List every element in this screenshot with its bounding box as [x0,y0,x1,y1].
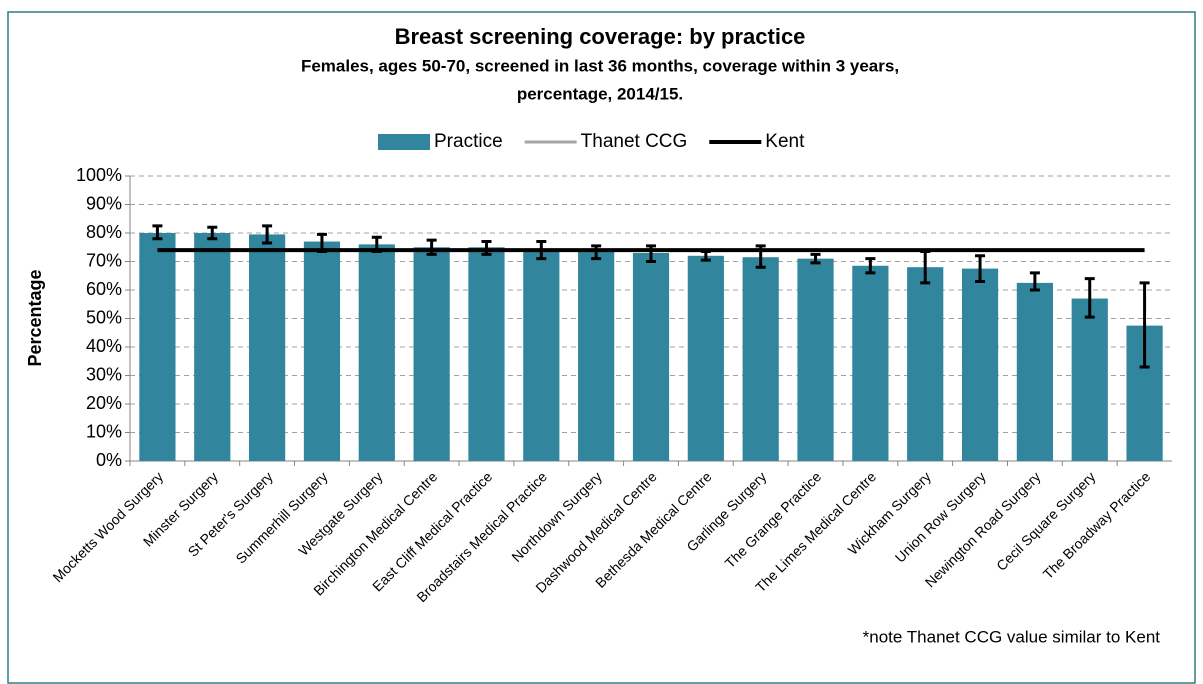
y-tick-label: 20% [86,393,122,413]
y-tick-label: 10% [86,421,122,441]
legend-swatch [378,134,430,150]
bar [194,233,231,461]
error-bar [865,257,876,275]
y-tick-label: 90% [86,193,122,213]
y-tick-label: 50% [86,307,122,327]
y-tick-label: 40% [86,336,122,356]
error-bar [152,224,163,241]
error-bar [975,254,986,283]
note: *note Thanet CCG value similar to Kent [863,627,1161,646]
error-bar [1029,271,1040,292]
y-tick-label: 60% [86,279,122,299]
chart-subtitle: Females, ages 50-70, screened in last 36… [301,56,899,75]
bar [249,234,286,461]
bar [358,244,395,461]
bar [413,247,450,461]
error-bar [810,252,821,265]
chart-title: Breast screening coverage: by practice [395,24,806,49]
bar [907,267,944,461]
y-axis-label: Percentage [25,269,45,366]
bar [852,265,889,461]
y-tick-label: 30% [86,364,122,384]
bar [468,247,505,461]
y-tick-label: 70% [86,250,122,270]
bar [687,255,724,461]
chart-subtitle: percentage, 2014/15. [517,84,683,103]
y-tick-label: 0% [96,450,122,470]
y-tick-label: 100% [76,165,122,185]
bar [523,250,560,461]
error-bar [591,244,602,261]
error-bar [262,224,273,245]
bar [1071,298,1108,461]
legend-label: Thanet CCG [581,131,688,152]
error-bar [1139,281,1150,369]
legend-label: Kent [765,131,805,152]
error-bar [481,240,492,256]
bar [578,251,615,461]
bar [303,241,341,461]
error-bar [1084,277,1095,319]
error-bar [207,225,218,241]
bar [1016,282,1053,461]
legend-label: Practice [434,131,503,152]
bar [742,257,779,461]
y-tick-label: 80% [86,222,122,242]
bar [632,252,670,461]
bar [961,268,999,461]
bar [797,258,834,461]
bar [139,233,176,461]
